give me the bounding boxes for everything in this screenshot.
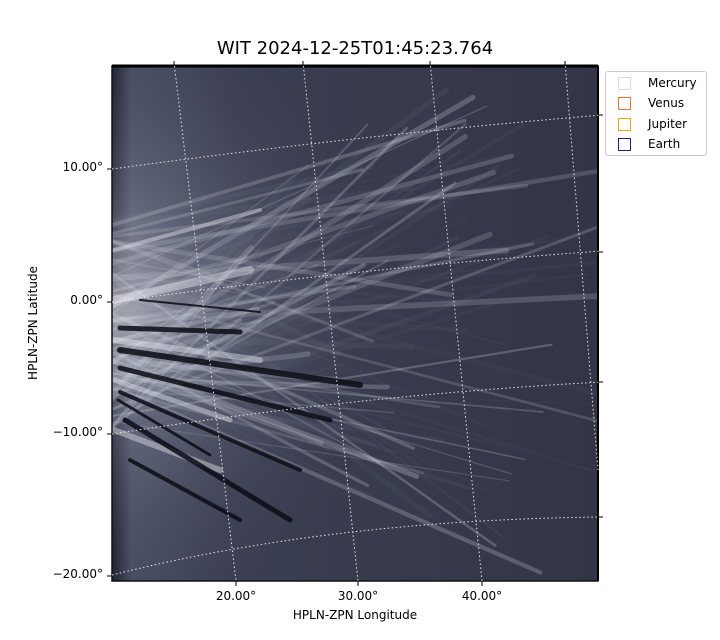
legend-swatch: [618, 117, 631, 131]
x-axis-label: HPLN-ZPN Longitude: [292, 608, 418, 622]
legend-label: Venus: [648, 96, 685, 110]
legend-item-jupiter: Jupiter: [618, 116, 687, 132]
dark-bands: [116, 299, 363, 523]
grid-lon-40: [429, 61, 483, 582]
grid-lon-30: [302, 61, 359, 582]
ytick-label: 10.00°: [62, 160, 103, 174]
legend-item-venus: Venus: [618, 95, 684, 111]
grid-lat-m10: [111, 381, 603, 435]
coronagraph-image: [112, 66, 598, 581]
legend-swatch: [618, 76, 631, 90]
legend-item-earth: Earth: [618, 136, 680, 152]
legend-swatch: [618, 96, 631, 110]
xtick-label: 30.00°: [337, 589, 379, 603]
inner-glow: [112, 66, 598, 581]
dark-band: [128, 458, 242, 522]
ytick-label: −10.00°: [52, 425, 103, 439]
dark-band: [139, 299, 261, 313]
legend: Mercury Venus Jupiter Earth: [605, 71, 707, 156]
ytick-label: 0.00°: [70, 293, 103, 307]
dark-band: [117, 365, 333, 423]
dark-band: [116, 398, 212, 457]
y-axis-label: HPLN-ZPN Latitude: [26, 266, 40, 380]
dark-band: [117, 325, 243, 335]
plot-title: WIT 2024-12-25T01:45:23.764: [216, 38, 494, 59]
xtick-label: 20.00°: [215, 589, 257, 603]
grid-lon-20: [173, 61, 237, 582]
dark-band: [122, 417, 293, 523]
dark-band: [118, 390, 302, 472]
xtick-label: 40.00°: [461, 589, 503, 603]
grid-lat-m20: [111, 516, 603, 576]
grid-lat-0: [111, 250, 603, 303]
legend-swatch: [618, 137, 631, 151]
legend-label: Mercury: [648, 76, 697, 90]
legend-label: Earth: [648, 137, 681, 151]
grid-lat-10: [111, 114, 603, 170]
ytick-label: −20.00°: [52, 567, 103, 581]
grid-lon-50: [564, 61, 599, 471]
legend-label: Jupiter: [648, 117, 688, 131]
legend-item-mercury: Mercury: [618, 75, 697, 91]
coordinate-grid: [111, 61, 603, 582]
tick-marks: [107, 61, 603, 586]
dark-band: [117, 347, 363, 388]
